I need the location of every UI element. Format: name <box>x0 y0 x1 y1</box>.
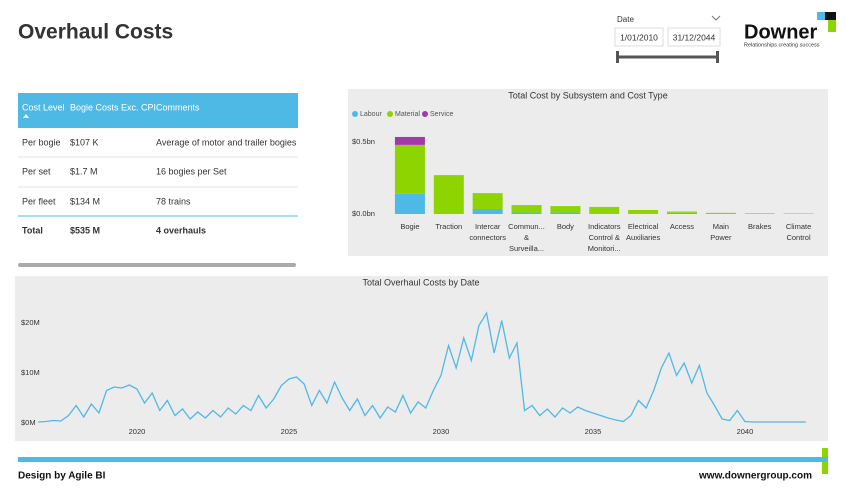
bar-segment <box>394 144 425 194</box>
x-tick-label: Brakes <box>748 222 772 231</box>
legend-label: Service <box>430 111 453 118</box>
legend-label: Material <box>395 111 420 118</box>
x-tick-label: Intercar connectors <box>469 222 506 242</box>
y-tick-label: $0.5bn <box>352 137 375 146</box>
chart-panel <box>348 89 828 256</box>
bar-segment <box>589 206 620 214</box>
x-tick-label: Traction <box>435 222 462 231</box>
scrollbar[interactable] <box>18 263 296 267</box>
logo-square <box>828 20 836 32</box>
legend-label: Labour <box>360 111 382 118</box>
bar-segment <box>550 212 581 214</box>
logo-square <box>817 12 825 20</box>
chart-panel <box>15 276 828 441</box>
slicer-chevron[interactable] <box>711 15 721 21</box>
logo-tagline: Relationships creating success <box>744 42 820 48</box>
x-tick-label: 2020 <box>129 427 146 436</box>
y-tick-label: $10M <box>21 368 40 377</box>
slicer-handle[interactable] <box>616 51 619 63</box>
legend-marker <box>422 111 428 117</box>
column-header[interactable]: Comments <box>156 102 200 112</box>
x-tick-label: 2025 <box>281 427 298 436</box>
bar-segment <box>589 213 620 214</box>
footer-credit: Design by Agile BI <box>18 471 106 482</box>
table-header <box>18 93 298 128</box>
logo-square <box>825 12 836 20</box>
page-title: Overhaul Costs <box>18 21 173 44</box>
footer-square <box>822 462 828 474</box>
table-cell: Per set <box>22 166 51 176</box>
total-cell: Total <box>22 225 43 235</box>
x-tick-label: Main Power <box>710 222 732 242</box>
bar-segment <box>666 211 697 213</box>
bar-segment <box>628 209 659 214</box>
slicer-start[interactable]: 1/01/2010 <box>620 32 658 42</box>
bar-segment <box>394 136 425 145</box>
x-tick-label: Climate Control <box>786 222 811 242</box>
x-tick-label: Body <box>557 222 574 231</box>
line <box>38 311 806 423</box>
y-tick-label: $20M <box>21 318 40 327</box>
column-header[interactable]: Cost Level <box>22 102 65 112</box>
bar-segment <box>511 205 542 213</box>
slicer-handle[interactable] <box>716 51 719 63</box>
table-cell: Average of motor and trailer bogies <box>156 137 297 147</box>
bar-segment <box>433 175 464 214</box>
footer-url[interactable]: www.downergroup.com <box>698 471 812 482</box>
y-tick-label: $0.0bn <box>352 209 375 218</box>
column-header[interactable]: Bogie Costs Exc. CPI <box>70 102 156 112</box>
x-tick-label: Access <box>670 222 694 231</box>
table-cell: 16 bogies per Set <box>156 166 227 176</box>
x-tick-label: 2035 <box>585 427 602 436</box>
x-tick-label: 2040 <box>737 427 754 436</box>
table-cell: Per bogie <box>22 137 61 147</box>
table-cell: $134 M <box>70 196 100 206</box>
total-cell: 4 overhauls <box>156 225 206 235</box>
y-tick-label: $0M <box>21 418 36 427</box>
x-tick-label: Indicators Control & Monitori... <box>588 222 621 253</box>
sort-arrow[interactable] <box>23 114 29 118</box>
logo: Downer <box>744 21 818 43</box>
bar-segment <box>628 213 659 214</box>
table-cell: 78 trains <box>156 196 191 206</box>
footer-square <box>822 448 828 457</box>
bar-segment <box>550 206 581 213</box>
x-tick-label: Electrical Auxiliaries <box>626 222 660 242</box>
x-tick-label: Bogie <box>400 222 419 231</box>
bar-segment <box>472 193 503 209</box>
total-cell: $535 M <box>70 225 100 235</box>
x-tick-label: Commun... & Surveilla... <box>508 222 545 253</box>
legend-marker <box>352 111 358 117</box>
table-cell: $1.7 M <box>70 166 98 176</box>
table-cell: Per fleet <box>22 196 56 206</box>
slicer-start-box[interactable] <box>614 27 664 47</box>
bar-segment <box>511 212 542 214</box>
bar-segment <box>666 212 697 214</box>
slicer-label: Date <box>617 15 634 24</box>
chart-title: Total Cost by Subsystem and Cost Type <box>508 90 667 100</box>
bar-segment <box>705 212 736 214</box>
legend-marker <box>387 111 393 117</box>
slicer-end[interactable]: 31/12/2044 <box>673 32 716 42</box>
bar-segment <box>744 213 775 214</box>
bar-segment <box>472 208 503 214</box>
table-cell: $107 K <box>70 137 99 147</box>
footer-stripe <box>18 457 828 462</box>
slicer-end-box[interactable] <box>667 27 721 47</box>
bar-segment <box>394 193 425 214</box>
chart-title: Total Overhaul Costs by Date <box>362 277 479 287</box>
x-tick-label: 2030 <box>433 427 450 436</box>
